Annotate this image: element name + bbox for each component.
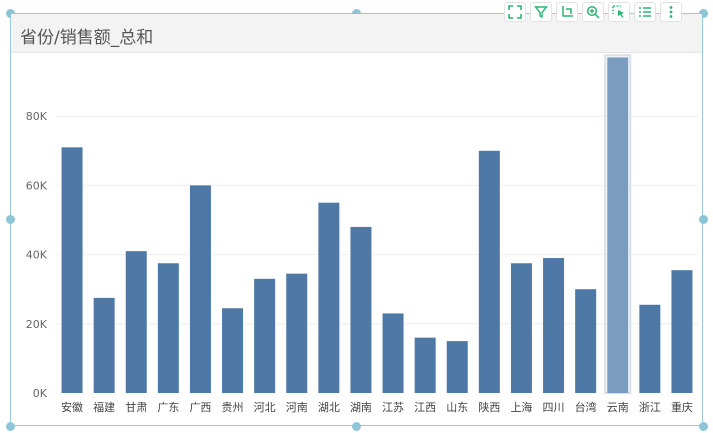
resize-handle-top-left[interactable] [6, 9, 15, 18]
drill-button[interactable] [556, 2, 578, 22]
x-tick-label: 上海 [510, 400, 532, 414]
y-tick-label: 40K [26, 249, 48, 262]
y-tick-label: 0K [33, 387, 48, 400]
bar-四川[interactable] [543, 258, 565, 393]
bar-台湾[interactable] [575, 289, 597, 393]
resize-handle-top-right[interactable] [699, 9, 708, 18]
zoom-in-icon [586, 5, 600, 19]
y-tick-label: 20K [26, 318, 48, 331]
y-tick-label: 60K [26, 179, 48, 192]
bar-河北[interactable] [254, 278, 276, 393]
x-tick-label: 陕西 [478, 400, 500, 414]
bar-甘肃[interactable] [125, 251, 147, 393]
resize-handle-right[interactable] [699, 215, 708, 224]
zoom-in-button[interactable] [582, 2, 604, 22]
x-tick-label: 河北 [254, 401, 276, 414]
x-tick-label: 四川 [543, 401, 565, 414]
resize-handle-bottom[interactable] [352, 422, 361, 431]
filter-button[interactable] [530, 2, 552, 22]
bar-上海[interactable] [510, 263, 532, 393]
resize-handle-top[interactable] [352, 9, 361, 18]
x-tick-label: 河南 [286, 401, 308, 414]
bar-贵州[interactable] [222, 308, 244, 393]
y-tick-label: 80K [26, 110, 48, 123]
bar-广西[interactable] [189, 185, 211, 393]
x-tick-label: 广西 [189, 401, 211, 414]
resize-handle-left[interactable] [6, 215, 15, 224]
bar-重庆[interactable] [671, 270, 693, 393]
x-tick-label: 湖南 [350, 401, 372, 414]
bar-陕西[interactable] [478, 150, 500, 393]
fullscreen-button[interactable] [504, 2, 526, 22]
bar-江西[interactable] [414, 337, 436, 393]
bar-安徽[interactable] [61, 147, 83, 393]
x-tick-label: 重庆 [671, 400, 693, 414]
x-tick-label: 云南 [607, 401, 629, 414]
drill-icon [562, 6, 573, 17]
bar-江苏[interactable] [382, 313, 404, 393]
bar-山东[interactable] [446, 341, 468, 393]
widget-toolbar [504, 2, 682, 24]
filter-icon [534, 6, 548, 19]
select-button[interactable] [608, 2, 630, 22]
bar-广东[interactable] [157, 263, 179, 393]
list-icon [639, 7, 651, 17]
x-tick-label: 福建 [93, 400, 115, 414]
resize-handle-bottom-right[interactable] [699, 422, 708, 431]
bar-湖北[interactable] [318, 202, 340, 393]
x-tick-label: 安徽 [61, 400, 83, 414]
list-button[interactable] [634, 2, 656, 22]
bar-浙江[interactable] [639, 304, 661, 393]
x-tick-label: 台湾 [575, 400, 597, 414]
bar-福建[interactable] [93, 297, 115, 393]
x-tick-label: 贵州 [222, 401, 244, 414]
more-button[interactable] [660, 2, 682, 22]
x-tick-label: 甘肃 [125, 401, 147, 414]
bar-云南[interactable] [607, 57, 629, 393]
x-tick-label: 广东 [157, 401, 179, 414]
x-tick-label: 江西 [414, 401, 436, 414]
widget-title: 省份/销售额_总和 [20, 28, 154, 48]
x-tick-label: 湖北 [318, 401, 340, 414]
select-icon [612, 5, 624, 18]
more-vertical-icon [669, 6, 673, 18]
bar-河南[interactable] [286, 273, 308, 393]
x-tick-label: 浙江 [639, 401, 661, 414]
x-tick-label: 江苏 [382, 401, 404, 414]
resize-handle-bottom-left[interactable] [6, 422, 15, 431]
bar-湖南[interactable] [350, 226, 372, 393]
x-tick-label: 山东 [446, 401, 468, 414]
fullscreen-icon [508, 5, 522, 19]
